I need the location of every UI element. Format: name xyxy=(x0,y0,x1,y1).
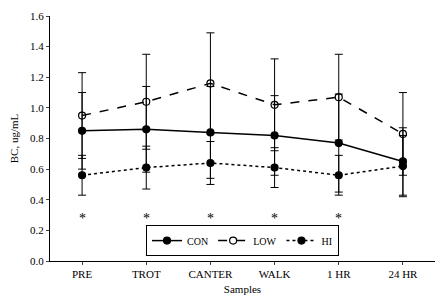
svg-text:TROT: TROT xyxy=(132,268,161,280)
svg-text:1.2: 1.2 xyxy=(30,71,44,83)
svg-text:CANTER: CANTER xyxy=(188,268,233,280)
svg-text:CON: CON xyxy=(187,236,208,247)
svg-text:*: * xyxy=(207,211,214,226)
svg-text:PRE: PRE xyxy=(72,268,92,280)
svg-text:0.8: 0.8 xyxy=(30,132,44,144)
svg-text:1 HR: 1 HR xyxy=(327,268,351,280)
svg-text:0.2: 0.2 xyxy=(30,224,44,236)
svg-text:Samples: Samples xyxy=(224,283,261,295)
svg-text:HI: HI xyxy=(321,236,332,247)
svg-text:BC, ug/mL: BC, ug/mL xyxy=(8,113,20,163)
svg-text:*: * xyxy=(143,211,150,226)
svg-text:1.6: 1.6 xyxy=(30,10,44,22)
svg-text:24 HR: 24 HR xyxy=(388,268,418,280)
svg-text:0.0: 0.0 xyxy=(30,255,44,267)
svg-text:*: * xyxy=(79,211,86,226)
svg-text:0.6: 0.6 xyxy=(30,163,44,175)
svg-text:LOW: LOW xyxy=(253,236,276,247)
svg-text:WALK: WALK xyxy=(259,268,291,280)
svg-text:*: * xyxy=(271,211,278,226)
svg-text:1.0: 1.0 xyxy=(30,102,44,114)
svg-text:0.4: 0.4 xyxy=(30,194,44,206)
svg-text:1.4: 1.4 xyxy=(30,40,44,52)
svg-text:*: * xyxy=(335,211,342,226)
